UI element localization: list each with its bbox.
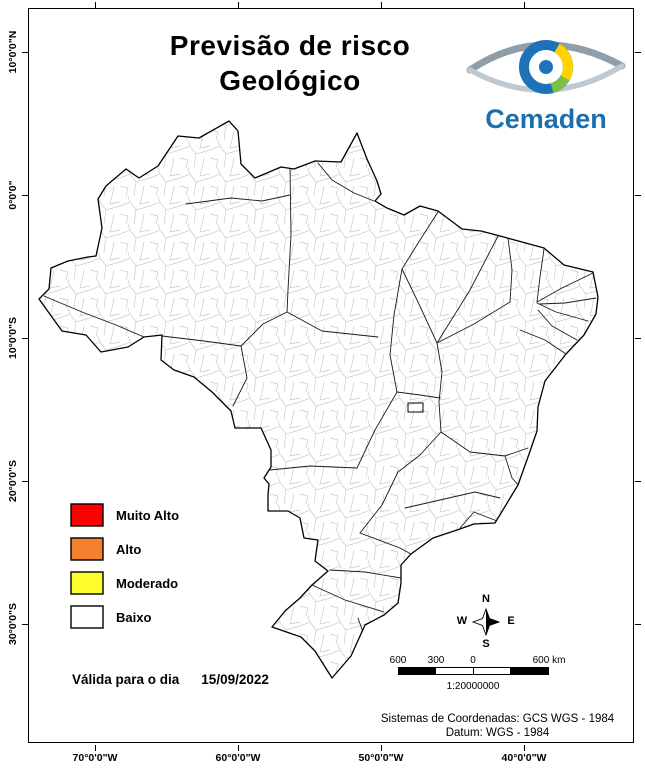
legend-label: Muito Alto <box>116 507 180 523</box>
scale-ratio: 1:20000000 <box>446 681 500 692</box>
grid-tick <box>22 338 28 340</box>
grid-tick <box>95 745 97 751</box>
validity-note: Válida para o dia 15/09/2022 <box>72 672 269 687</box>
grid-tick <box>635 624 641 626</box>
distrito-federal-outline <box>407 402 424 413</box>
scale-label-600km: 600 km <box>532 655 566 666</box>
scale-label-0: 0 <box>470 655 476 666</box>
grid-tick <box>635 338 641 340</box>
scale-segment <box>435 667 474 675</box>
scale-segment <box>510 667 549 675</box>
validity-date: 15/09/2022 <box>201 672 269 687</box>
legend-item-alto: Alto <box>70 532 179 566</box>
grid-tick <box>381 745 383 751</box>
lat-label-30s: 30°0'0"S <box>7 602 19 646</box>
lon-label-60w: 60°0'0"W <box>215 752 261 764</box>
brand-wordmark: Cemaden <box>485 104 607 134</box>
brazil-outline <box>38 120 599 679</box>
scale-label-600-left: 600 <box>389 655 407 666</box>
coordinate-system-credits: Sistemas de Coordenadas: GCS WGS - 1984 … <box>360 712 635 740</box>
credits-line-2: Datum: WGS - 1984 <box>445 727 550 739</box>
risk-legend: Muito Alto Alto Moderado Baixo <box>70 498 179 634</box>
compass-e: E <box>507 615 515 627</box>
legend-item-muito-alto: Muito Alto <box>70 498 179 532</box>
title-line-1: Previsão de risco <box>169 30 411 61</box>
lat-label-0: 0°0'0" <box>7 180 19 210</box>
grid-tick <box>635 52 641 54</box>
lon-label-70w: 70°0'0"W <box>72 752 118 764</box>
municipal-boundaries-texture <box>39 121 598 678</box>
legend-label: Moderado <box>116 575 179 591</box>
grid-tick <box>635 481 641 483</box>
lat-label-10s: 10°0'0"S <box>7 316 19 360</box>
state-boundaries <box>43 162 597 659</box>
legend-swatch-baixo <box>70 605 104 629</box>
north-arrow-icon <box>471 607 501 637</box>
legend-swatch-alto <box>70 537 104 561</box>
map-title: Previsão de risco Geológico <box>110 28 470 98</box>
grid-tick <box>95 2 97 8</box>
title-line-2: Geológico <box>219 65 361 96</box>
grid-tick <box>238 745 240 751</box>
legend-label: Baixo <box>116 609 152 625</box>
grid-tick <box>635 195 641 197</box>
legend-swatch-muito-alto <box>70 503 104 527</box>
validity-label: Válida para o dia <box>72 672 180 687</box>
grid-tick <box>22 481 28 483</box>
grid-tick <box>381 2 383 8</box>
grid-tick <box>238 2 240 8</box>
scale-segment <box>473 667 511 675</box>
grid-tick <box>524 2 526 8</box>
eye-icon: Cemaden <box>466 40 626 134</box>
compass-n: N <box>482 593 490 605</box>
lat-label-10n: 10°0'0"N <box>7 30 19 74</box>
compass-w: W <box>456 615 468 627</box>
compass-s: S <box>482 638 490 650</box>
map-frame <box>28 8 634 743</box>
lon-label-50w: 50°0'0"W <box>358 752 404 764</box>
grid-tick <box>22 195 28 197</box>
grid-tick <box>524 745 526 751</box>
grid-tick <box>22 52 28 54</box>
lon-label-40w: 40°0'0"W <box>501 752 547 764</box>
scale-label-300: 300 <box>427 655 445 666</box>
credits-line-1: Sistemas de Coordenadas: GCS WGS - 1984 <box>380 713 615 725</box>
legend-swatch-moderado <box>70 571 104 595</box>
lat-label-20s: 20°0'0"S <box>7 459 19 503</box>
cemaden-logo: Cemaden <box>458 20 634 134</box>
scale-segment <box>398 667 436 675</box>
legend-item-baixo: Baixo <box>70 600 179 634</box>
legend-label: Alto <box>116 541 142 557</box>
legend-item-moderado: Moderado <box>70 566 179 600</box>
grid-tick <box>22 624 28 626</box>
